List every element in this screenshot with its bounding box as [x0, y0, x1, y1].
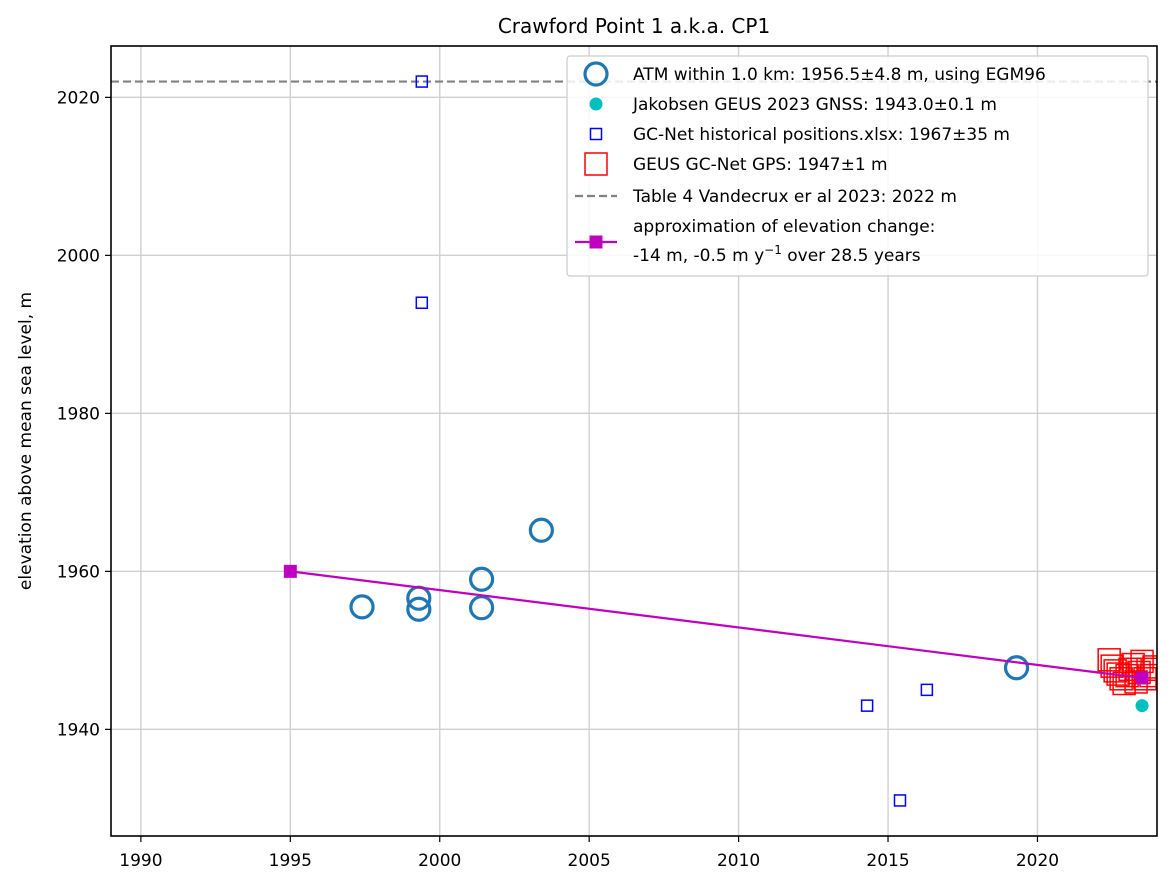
- data-point: [468, 595, 495, 621]
- y-tick-label: 1980: [57, 404, 100, 424]
- data-point: [1100, 654, 1124, 678]
- legend-handle: [584, 152, 608, 176]
- trend-point: [1135, 671, 1149, 685]
- data-point: [468, 566, 495, 592]
- y-tick-label: 1940: [57, 720, 100, 740]
- x-tick-label: 2005: [568, 851, 611, 871]
- plot-frame: [110, 45, 1158, 837]
- data-point: [406, 596, 432, 622]
- legend: ATM within 1.0 km: 1956.5±4.8 m, using E…: [566, 55, 1149, 277]
- data-point: [528, 517, 554, 543]
- data-point: [1142, 655, 1157, 679]
- legend-handle: [589, 97, 603, 111]
- data-point: [349, 594, 375, 620]
- data-point: [893, 794, 907, 807]
- legend-label: GC-Net historical positions.xlsx: 1967±3…: [633, 125, 1010, 145]
- legend-handle: [589, 235, 603, 249]
- x-tick-label: 2020: [1016, 851, 1059, 871]
- legend-label: Jakobsen GEUS 2023 GNSS: 1943.0±0.1 m: [632, 95, 997, 115]
- legend-label: GEUS GC-Net GPS: 1947±1 m: [633, 155, 888, 175]
- data-point: [920, 683, 934, 697]
- trend-point: [283, 564, 297, 578]
- trend-line: [290, 570, 1143, 680]
- data-point: [1135, 699, 1149, 713]
- chart-title: Crawford Point 1 a.k.a. CP1: [498, 14, 770, 38]
- data-point: [1003, 655, 1030, 681]
- x-tick-label: 1990: [119, 851, 162, 871]
- data-point: [1118, 657, 1142, 682]
- legend-label: ATM within 1.0 km: 1956.5±4.8 m, using E…: [633, 65, 1046, 85]
- y-axis-label: elevation above mean sea level, m: [16, 292, 36, 590]
- x-tick-label: 1995: [269, 851, 312, 871]
- y-tick-label: 2020: [57, 88, 100, 108]
- data-point: [415, 75, 429, 88]
- x-tick-label: 2000: [418, 851, 461, 871]
- data-point: [415, 296, 429, 309]
- legend-label: Table 4 Vandecrux er al 2023: 2022 m: [632, 187, 957, 207]
- legend-label: approximation of elevation change:: [633, 217, 935, 237]
- legend-box: [566, 55, 1149, 277]
- legend-handle: [589, 127, 603, 141]
- x-tick-label: 2015: [866, 851, 909, 871]
- y-tick-label: 1960: [57, 562, 100, 582]
- data-point: [860, 699, 874, 712]
- data-point: [1109, 667, 1133, 691]
- legend-handle: [583, 61, 609, 87]
- data-point: [1133, 667, 1157, 691]
- y-tick-label: 2000: [57, 246, 100, 266]
- x-tick-label: 2010: [717, 851, 760, 871]
- legend-label: -14 m, -0.5 m y−1 over 28.5 years: [633, 243, 921, 266]
- axis-ticks: 1990 1995 2000 2005 2010 2015 2020 1940 1960 1980…: [57, 88, 1059, 871]
